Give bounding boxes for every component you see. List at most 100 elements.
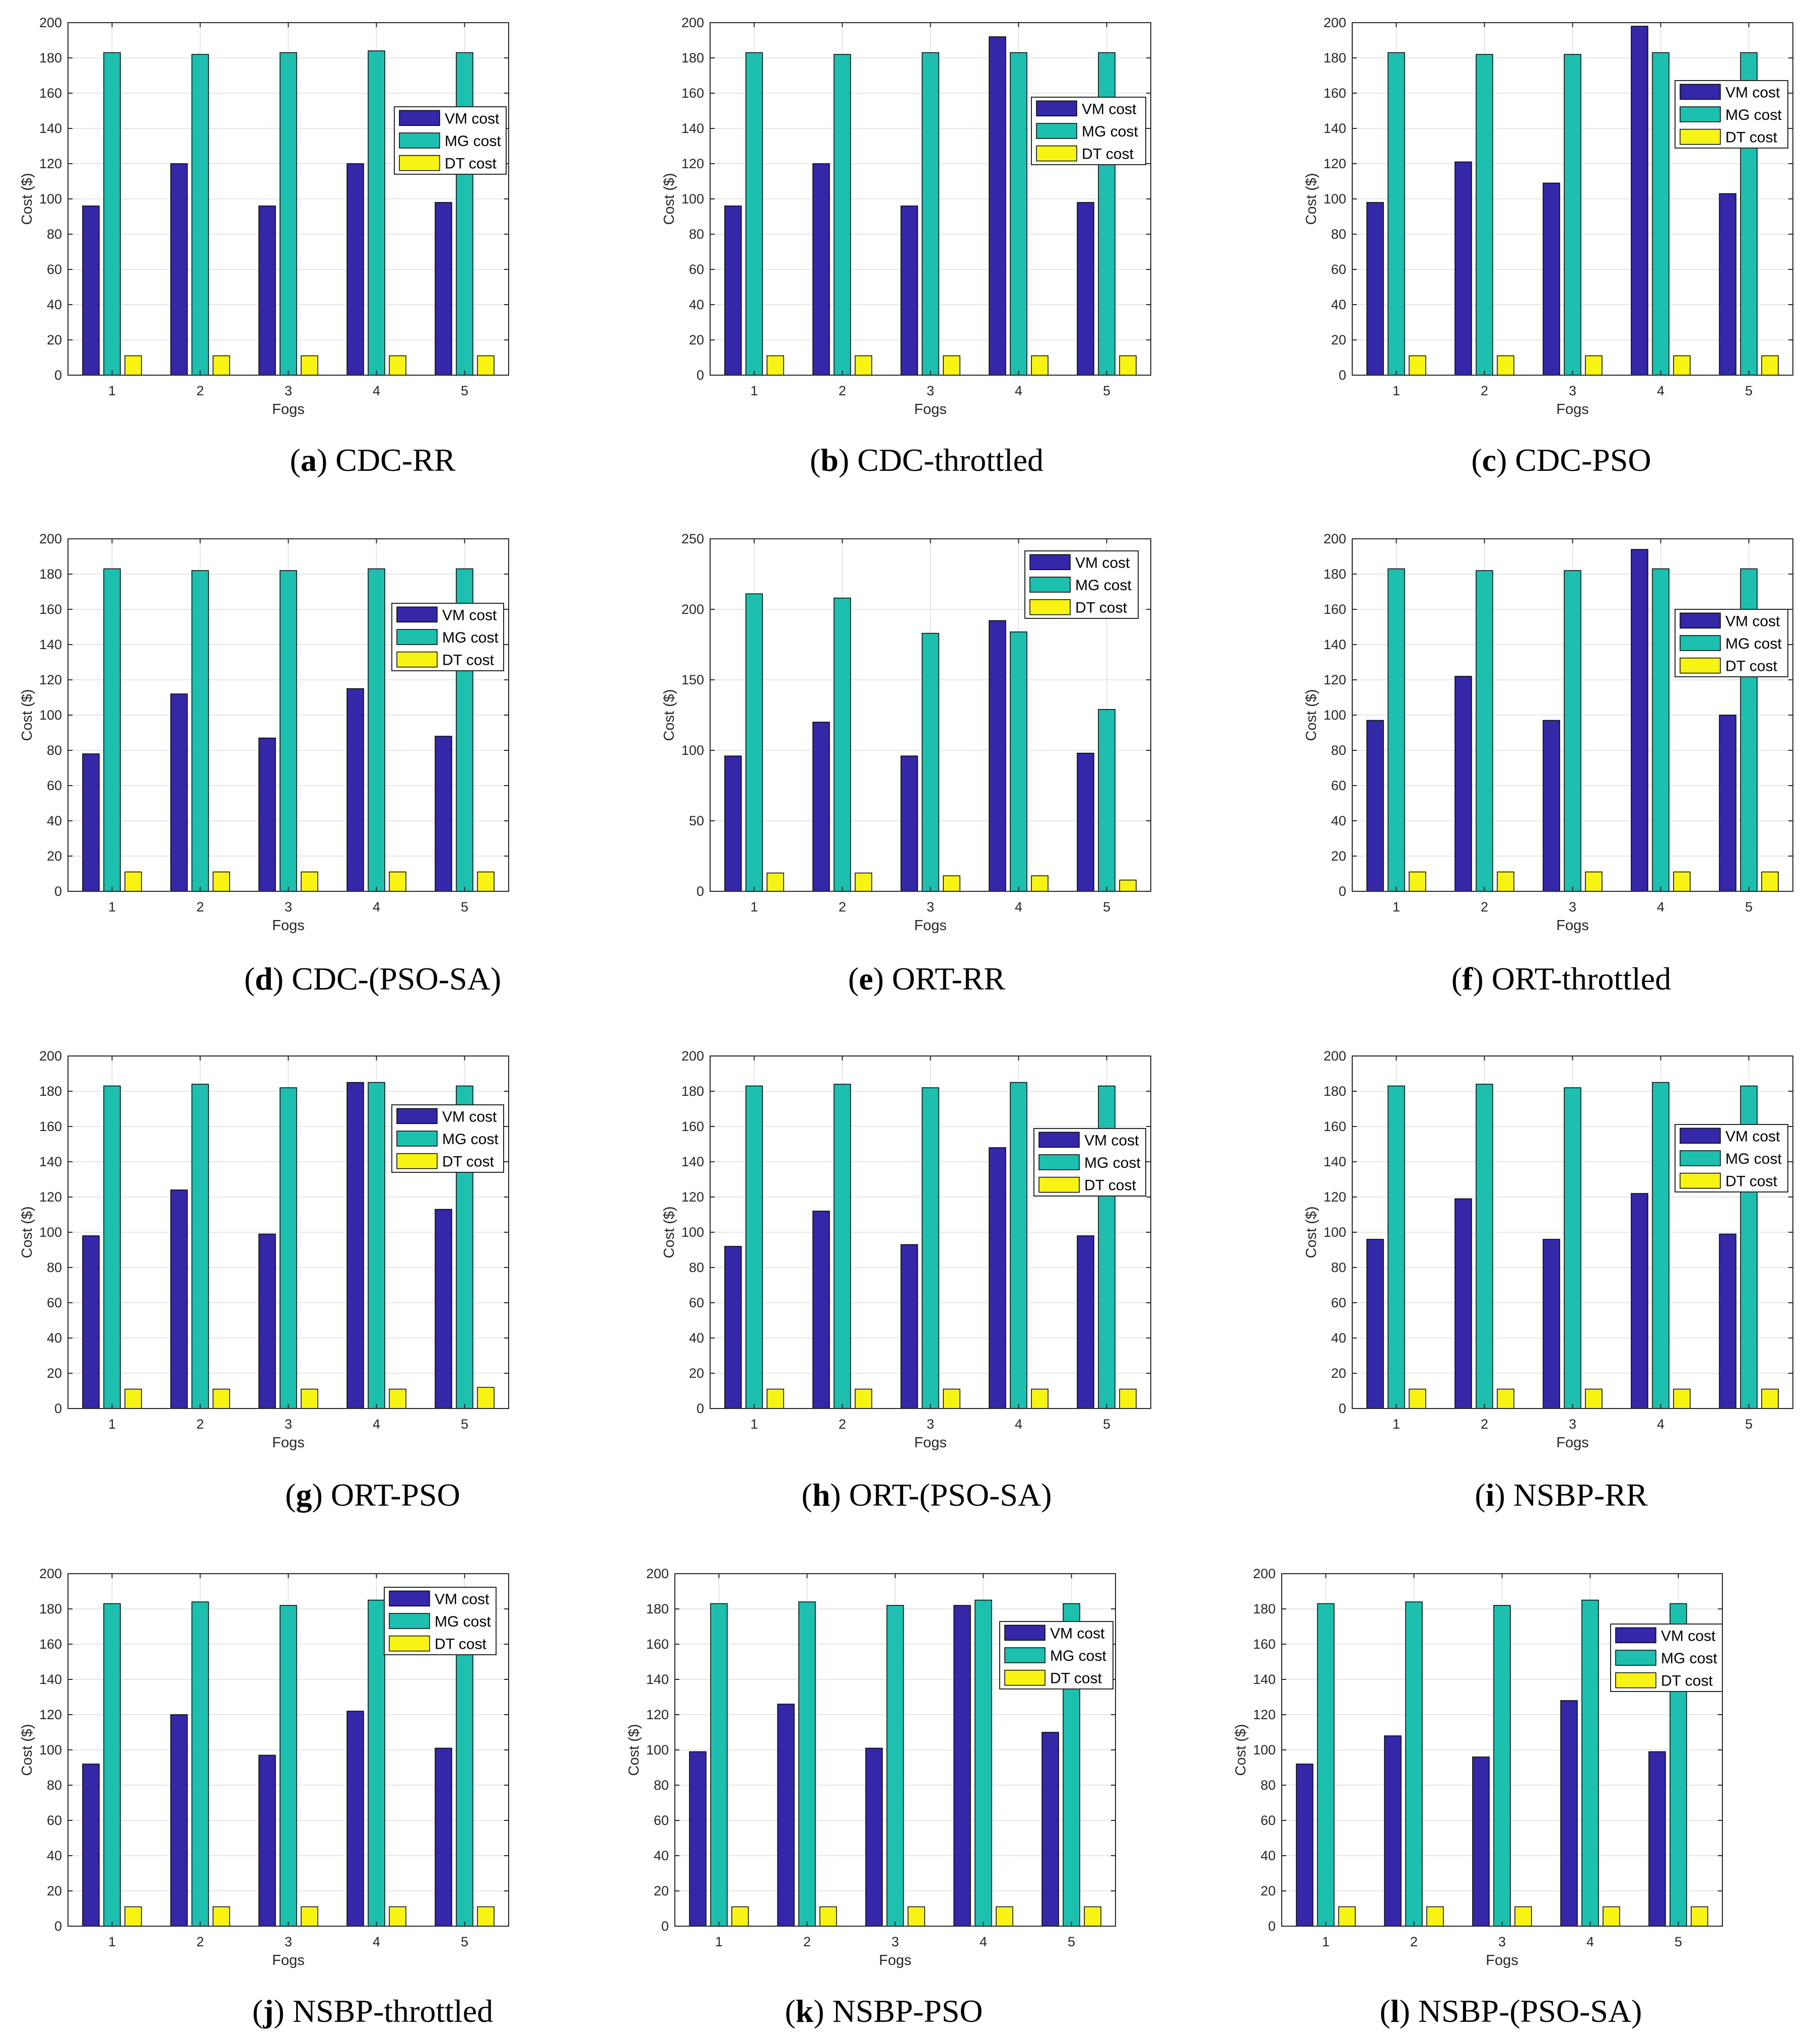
x-tick-label: 3 <box>285 383 292 398</box>
panel-caption: (g) ORT-PSO <box>285 1477 460 1513</box>
bar-vm-fog-2 <box>1454 161 1472 376</box>
legend-label: VM cost <box>1084 1132 1139 1149</box>
legend-swatch-vm <box>396 1108 438 1124</box>
y-tick-label: 100 <box>681 743 704 758</box>
legend: VM cost MG cost DT cost <box>1610 1624 1723 1692</box>
y-tick-label: 40 <box>1331 813 1346 828</box>
x-tick-label: 1 <box>1393 1417 1400 1432</box>
caption-paren-close: ) <box>873 961 892 997</box>
legend-swatch-vm <box>1680 84 1721 100</box>
y-tick-label: 80 <box>47 227 62 242</box>
y-tick-label: 20 <box>47 849 62 864</box>
x-axis-title: Fogs <box>272 1952 304 1968</box>
bar-dt-fog-4 <box>1031 875 1049 892</box>
x-axis-title: Fogs <box>879 1952 911 1968</box>
x-tick-label: 1 <box>108 1417 116 1432</box>
legend-swatch-vm <box>1004 1625 1046 1641</box>
x-axis-title: Fogs <box>1556 918 1588 934</box>
y-tick-label: 120 <box>646 1707 669 1722</box>
bar-vm-fog-2 <box>1384 1735 1402 1927</box>
y-tick-label: 40 <box>47 1330 62 1346</box>
bar-vm-fog-3 <box>258 737 276 892</box>
bar-mg-fog-4 <box>1010 52 1027 376</box>
caption-paren-open: ( <box>290 442 301 478</box>
x-tick-label: 4 <box>373 383 380 398</box>
bar-dt-fog-4 <box>389 355 406 376</box>
caption-paren-open: ( <box>785 1993 795 2029</box>
x-tick-label: 2 <box>196 383 204 398</box>
legend-label: MG cost <box>1725 1151 1782 1167</box>
legend-swatch-vm <box>1680 612 1721 629</box>
bar-vm-fog-1 <box>82 1235 100 1409</box>
y-tick-label: 200 <box>39 1048 62 1064</box>
bar-vm-fog-5 <box>1648 1751 1666 1927</box>
legend-swatch-mg <box>1680 1150 1721 1166</box>
bar-vm-fog-2 <box>812 1211 830 1409</box>
y-tick-label: 160 <box>39 1637 62 1652</box>
bar-vm-fog-5 <box>435 1747 452 1927</box>
bar-dt-fog-2 <box>213 1906 230 1927</box>
bar-vm-fog-4 <box>989 620 1006 892</box>
legend-swatch-vm <box>399 110 440 126</box>
legend-label: VM cost <box>1075 554 1130 571</box>
legend-label: DT cost <box>1725 129 1777 146</box>
caption-paren-close: ) <box>273 961 292 997</box>
y-tick-label: 200 <box>39 531 62 546</box>
bar-vm-fog-1 <box>82 205 100 376</box>
caption-paren-close: ) <box>1473 961 1491 997</box>
y-tick-label: 200 <box>681 15 704 30</box>
legend-swatch-mg <box>1036 123 1077 139</box>
bar-dt-fog-5 <box>1119 355 1137 376</box>
y-tick-label: 80 <box>47 1778 62 1793</box>
bar-vm-fog-4 <box>989 36 1006 376</box>
bar-vm-fog-3 <box>900 1244 918 1409</box>
y-tick-label: 80 <box>1331 227 1346 242</box>
panel-caption: (e) ORT-RR <box>848 961 1005 997</box>
bar-mg-fog-2 <box>1476 1084 1493 1409</box>
x-tick-label: 2 <box>196 1417 204 1432</box>
bar-dt-fog-1 <box>1338 1906 1356 1927</box>
y-tick-label: 80 <box>689 227 704 242</box>
y-tick-label: 80 <box>1331 743 1346 758</box>
bar-vm-fog-1 <box>82 1764 100 1927</box>
bar-mg-fog-1 <box>745 52 763 376</box>
x-tick-label: 3 <box>927 899 934 914</box>
bar-dt-fog-3 <box>301 871 318 892</box>
legend-swatch-vm <box>1029 554 1071 571</box>
bar-mg-fog-1 <box>1387 568 1405 892</box>
y-tick-label: 120 <box>681 1189 704 1205</box>
bar-vm-fog-4 <box>346 688 364 892</box>
x-tick-label: 5 <box>1068 1934 1075 1949</box>
bar-dt-fog-2 <box>213 871 230 892</box>
panel-caption: (a) CDC-RR <box>290 442 456 478</box>
bar-vm-fog-1 <box>1366 1239 1384 1409</box>
legend-swatch-mg <box>396 1131 438 1147</box>
caption-paren-open: ( <box>252 1993 263 2029</box>
legend: VM cost MG cost DT cost <box>394 106 507 175</box>
x-tick-label: 1 <box>750 899 758 914</box>
bar-mg-fog-3 <box>922 1087 939 1409</box>
bar-mg-fog-3 <box>280 52 297 376</box>
y-tick-label: 50 <box>689 813 704 828</box>
bar-vm-fog-4 <box>346 1711 364 1927</box>
bar-vm-fog-4 <box>346 1082 364 1409</box>
y-tick-label: 0 <box>1339 368 1346 383</box>
bar-dt-fog-3 <box>1585 871 1603 892</box>
bar-mg-fog-4 <box>1010 631 1027 892</box>
y-tick-label: 180 <box>1253 1601 1276 1616</box>
bar-dt-fog-3 <box>1514 1906 1532 1927</box>
bar-dt-fog-1 <box>124 355 142 376</box>
y-tick-label: 80 <box>47 1260 62 1275</box>
y-tick-label: 60 <box>1261 1813 1276 1828</box>
bar-mg-fog-2 <box>1476 54 1493 376</box>
panel-caption: (j) NSBP-throttled <box>252 1993 493 2029</box>
bar-dt-fog-4 <box>1031 1388 1049 1409</box>
bar-dt-fog-2 <box>1497 1388 1514 1409</box>
bar-dt-fog-3 <box>908 1906 925 1927</box>
y-tick-label: 160 <box>39 602 62 617</box>
bar-vm-fog-5 <box>1719 715 1736 892</box>
bar-dt-fog-2 <box>819 1906 837 1927</box>
legend-label: DT cost <box>442 652 494 669</box>
legend-swatch-mg <box>1004 1647 1046 1663</box>
